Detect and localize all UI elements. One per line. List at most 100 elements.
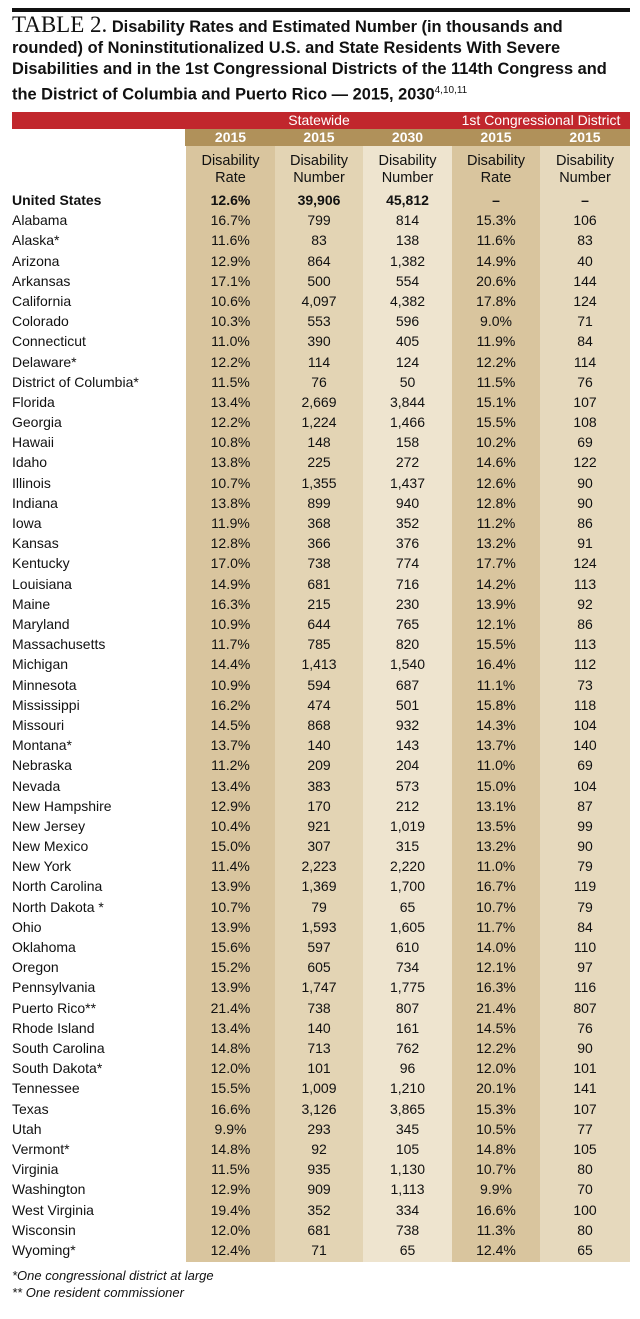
cell-value: 14.9% [210,575,251,592]
cell-value: 1,437 [389,474,426,491]
cell-value: 11.9% [476,333,516,350]
cell-value: 83 [311,232,327,249]
row-label: Vermont* [12,1140,70,1157]
row-label: Wyoming* [12,1241,76,1258]
cell-value: 573 [395,777,420,794]
cell-value: 15.5% [210,1080,251,1097]
cell-value: 1,593 [301,918,337,935]
row-label: Montana* [12,737,72,754]
row-label: Delaware* [12,353,77,370]
cell-value: 366 [307,535,331,552]
cell-value: 14.8% [210,1140,251,1157]
cell-value: 15.0% [210,838,251,855]
cell-value: 16.6% [476,1201,516,1218]
cell-value: 12.9% [210,252,251,269]
cell-value: 65 [399,898,416,915]
cell-value: 899 [307,494,331,511]
cell-value: 40 [577,252,593,269]
cell-value: 9.9% [480,1181,512,1198]
cell-value: 17.0% [210,555,251,572]
cell-value: 13.9% [476,595,516,612]
cell-value: 4,097 [301,292,337,309]
cell-value: 10.7% [210,474,251,491]
cell-value: 92 [311,1140,327,1157]
cell-value: 84 [577,918,593,935]
cell-value: 107 [573,1100,597,1117]
cell-value: 12.1% [476,615,516,632]
cell-value: 11.6% [476,232,516,249]
cell-value: 14.6% [476,454,516,471]
row-label: Kentucky [12,555,70,572]
cell-value: 86 [577,515,593,532]
cell-value: 12.0% [210,1221,251,1238]
cell-value: 474 [307,696,331,713]
cell-value: 345 [395,1120,420,1137]
cell-value: 9.9% [214,1120,247,1137]
row-label: Hawaii [12,434,55,451]
cell-value: 76 [577,1019,593,1036]
cell-value: 15.1% [476,393,516,410]
cell-value: 390 [307,333,331,350]
cell-value: 762 [395,1039,420,1056]
row-label: Georgia [12,414,62,431]
cell-value: 13.5% [476,817,516,834]
cell-value: 10.2% [476,434,516,451]
cell-value: 10.6% [210,292,251,309]
cell-value: 14.0% [476,939,516,956]
row-label: North Dakota * [12,898,104,915]
cell-value: 11.5% [211,1161,250,1178]
row-label: Pennsylvania [12,979,96,996]
cell-value: 16.6% [210,1100,251,1117]
cell-value: 1,382 [389,252,426,269]
cell-value: 1,540 [389,656,426,673]
cell-value: 799 [307,212,331,229]
cell-value: 20.6% [476,272,516,289]
cell-value: 138 [395,232,420,249]
cell-value: 83 [577,232,593,249]
cell-value: 368 [307,515,331,532]
cell-value: 13.4% [210,777,251,794]
cell-value: 16.3% [476,979,516,996]
cell-value: 14.5% [476,1019,516,1036]
cell-value: 807 [395,999,420,1016]
column-shade [452,146,540,1262]
cell-value: 1,009 [301,1080,337,1097]
cell-value: 76 [311,373,327,390]
cell-value: 77 [577,1120,593,1137]
cell-value: 148 [307,434,331,451]
cell-value: 21.4% [476,999,516,1016]
cell-value: 143 [395,737,420,754]
cell-value: 352 [307,1201,331,1218]
cell-value: 70 [577,1181,593,1198]
cell-value: 101 [573,1060,597,1077]
cell-value: 113 [573,575,597,592]
cell-value: 118 [573,696,597,713]
cell-value: 10.5% [476,1120,516,1137]
cell-value: 16.2% [210,696,251,713]
footnote: *One congressional district at large [12,1268,214,1283]
cell-value: 921 [307,817,331,834]
cell-value: 14.8% [476,1140,516,1157]
cell-value: 10.7% [476,898,516,915]
cell-value: 1,775 [389,979,426,996]
group-header: Statewide [288,112,350,128]
cell-value: 99 [577,817,593,834]
cell-value: 90 [577,838,593,855]
cell-value: 141 [573,1080,597,1097]
cell-value: 501 [395,696,420,713]
row-label: Rhode Island [12,1019,95,1036]
cell-value: 716 [395,575,420,592]
row-label: Tennessee [12,1080,80,1097]
cell-value: 230 [395,595,420,612]
cell-value: 14.9% [476,252,516,269]
row-label: Kansas [12,535,59,552]
cell-value: 11.9% [211,515,250,532]
cell-value: 215 [307,595,331,612]
column-header: Disability Number [378,153,437,186]
cell-value: 79 [577,898,593,915]
cell-value: 12.6% [476,474,516,491]
title-label: TABLE 2. [12,12,108,37]
row-label: Idaho [12,454,48,471]
cell-value: 13.7% [210,737,251,754]
cell-value: 12.6% [210,192,251,208]
